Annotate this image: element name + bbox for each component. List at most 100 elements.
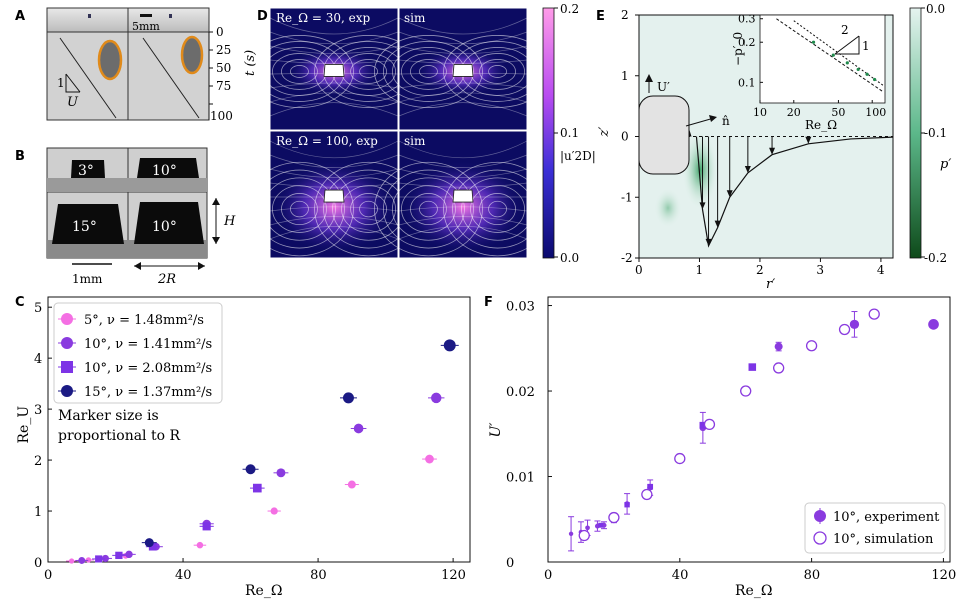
t-tick-100: 100 <box>210 109 233 123</box>
f-xtick-label: 0 <box>544 568 552 583</box>
streamline <box>392 177 465 241</box>
slope-label: 1 <box>57 76 65 90</box>
streamline <box>410 59 447 84</box>
e-xtick-label: 1 <box>695 263 703 277</box>
f-point <box>647 483 654 490</box>
e-arrowhead <box>769 147 776 155</box>
streamline <box>398 59 528 64</box>
disk-10deg-bottom <box>134 202 204 244</box>
panel-c: C 0 40 80 120 0 1 2 3 4 5 Re_Ω Re_U 5°, ν = 1.48mm²/… <box>15 295 471 599</box>
f-point <box>585 525 590 531</box>
panel-label-b: B <box>15 149 25 164</box>
e-profile-curve <box>695 136 894 248</box>
panel-b: B 3° 10° 15° 10° 1mm 2R H <box>15 147 236 287</box>
svg-text:-0.2: -0.2 <box>924 251 947 265</box>
f-point <box>624 502 630 508</box>
note-line-2: proportional to R <box>58 428 180 444</box>
c-xtick-label: 40 <box>175 568 192 583</box>
f-legend: 10°, experiment 10°, simulation <box>804 502 946 554</box>
streamline <box>290 65 309 78</box>
t-axis: 0 25 50 75 100 t (s) <box>208 25 258 123</box>
svg-text:2: 2 <box>841 23 849 37</box>
streamline <box>269 92 399 103</box>
disk-silhouette-1 <box>323 64 345 77</box>
inset-ytick-label: 0.3 <box>738 13 756 26</box>
c-legend: 5°, ν = 1.48mm²/s 10°, ν = 1.41mm²/s 10°, … <box>53 302 223 404</box>
f-point <box>641 488 653 501</box>
f-point <box>868 308 880 320</box>
c-point <box>431 392 442 404</box>
e-ytick-label: -2 <box>621 251 633 265</box>
c-legend-label: 10°, ν = 1.41mm²/s <box>84 337 212 352</box>
f-point <box>699 421 707 429</box>
velocity-glow-3 <box>274 161 394 254</box>
f-xtick-label: 40 <box>672 568 689 583</box>
streamline <box>263 177 336 241</box>
f-plot-frame <box>547 296 951 563</box>
e-ytick-label: -1 <box>621 190 633 204</box>
flow-field-grid <box>245 7 552 259</box>
c-ytick-label: 2 <box>34 454 42 469</box>
streamline <box>398 92 528 103</box>
f-point <box>568 531 574 536</box>
f-xlabel: Re_Ω <box>735 583 772 599</box>
e-xtick-label: 0 <box>635 263 643 277</box>
panel-d: D Re_Ω = 30, exp sim Re_Ω = 100, exp sim… <box>245 2 596 265</box>
f-point <box>805 340 818 352</box>
panel-label-e: E <box>596 9 605 24</box>
streamline <box>398 182 528 188</box>
c-legend-marker <box>61 361 73 373</box>
f-ytick-label: 0.03 <box>506 300 535 315</box>
flow-title-2: sim <box>404 11 426 25</box>
inset-ytick-label: 0.1 <box>738 76 756 89</box>
e-arrowhead <box>744 165 751 173</box>
e-arrowhead <box>699 202 706 210</box>
streamline <box>452 41 543 102</box>
e-arrowhead <box>805 136 812 144</box>
streamline <box>245 35 354 108</box>
angle-label-10b: 10° <box>152 219 177 235</box>
f-point <box>838 323 851 336</box>
streamline <box>269 226 399 240</box>
streamline <box>398 226 528 240</box>
inset-point <box>865 72 869 76</box>
note-line-1: Marker size is <box>58 408 159 424</box>
angle-label-3: 3° <box>78 163 94 179</box>
streamline <box>269 182 399 188</box>
streamline <box>269 59 399 64</box>
streamline <box>383 169 474 249</box>
f-xtick-label: 80 <box>804 568 821 583</box>
disk-image-1 <box>97 39 123 81</box>
streamline <box>398 168 528 178</box>
panel-label-f: F <box>484 295 493 310</box>
inset-ylabel: −p′_0 <box>731 32 745 66</box>
t-tick-0: 0 <box>216 25 224 39</box>
scale-label-b: 1mm <box>72 272 103 286</box>
c-legend-label: 5°, ν = 1.48mm²/s <box>84 313 204 328</box>
t-tick-50: 50 <box>216 61 231 75</box>
streamline <box>269 216 399 226</box>
streamline <box>470 185 525 233</box>
c-point <box>125 550 133 559</box>
top-marker-left <box>88 14 91 18</box>
f-point <box>674 452 686 465</box>
flow-title-1: Re_Ω = 30, exp <box>276 11 371 25</box>
c-point <box>443 339 456 352</box>
inset-xtick-label: 20 <box>787 106 801 119</box>
normal-label: n̂ <box>722 114 730 128</box>
streamline <box>254 41 345 102</box>
c-legend-marker <box>61 313 73 325</box>
streamline <box>272 185 327 233</box>
e-xtick-label: 3 <box>816 263 824 277</box>
streamline <box>398 45 528 54</box>
disk-silhouette-3 <box>323 189 345 203</box>
streamline <box>269 45 399 54</box>
angle-label-10a: 10° <box>152 163 177 179</box>
streamline <box>398 216 528 226</box>
c-point <box>196 541 204 549</box>
c-legend-label: 15°, ν = 1.37mm²/s <box>84 385 212 400</box>
colorbar-pressure-label: p′ <box>940 157 951 172</box>
streamline <box>410 193 447 226</box>
c-point <box>270 507 278 515</box>
